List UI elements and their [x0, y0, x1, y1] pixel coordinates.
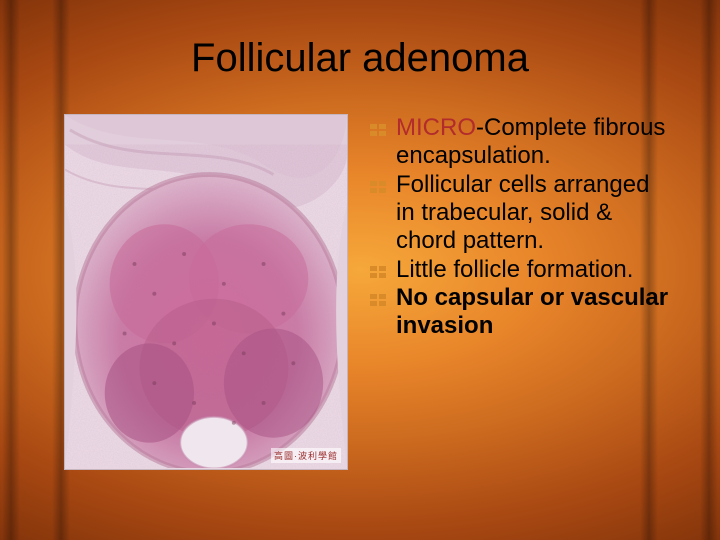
- slide-title: Follicular adenoma: [0, 36, 720, 81]
- histology-image: 高圖·波利學館: [64, 114, 348, 470]
- bullet-item: No capsular or vascular invasion: [370, 284, 674, 341]
- content-row: 高圖·波利學館 MICRO-Complete fibrous encapsula…: [64, 114, 674, 470]
- bullet-item: MICRO-Complete fibrous encapsulation.: [370, 114, 674, 171]
- bg-swipe-line: [700, 0, 718, 540]
- histology-svg: [65, 115, 347, 468]
- bullet-item: Little follicle formation.: [370, 256, 674, 284]
- image-watermark: 高圖·波利學館: [271, 448, 341, 463]
- bullet-item: Follicular cells arranged in trabecular,…: [370, 171, 674, 256]
- bg-swipe-line: [2, 0, 20, 540]
- bullet-list: MICRO-Complete fibrous encapsulation.Fol…: [370, 114, 674, 470]
